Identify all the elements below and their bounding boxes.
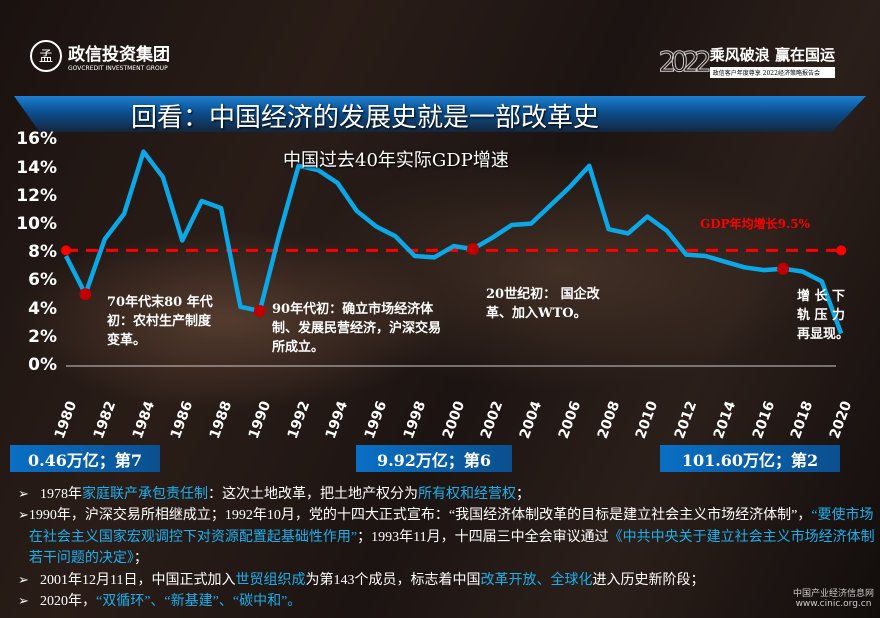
reference-end-marker bbox=[61, 245, 71, 256]
bullet-text: ； bbox=[133, 551, 148, 567]
bullet-text: 进入历史新阶段； bbox=[592, 572, 705, 588]
bullet-text: “要使市场在社会主义国家宏观调控下对资源配置起基础性作用” bbox=[28, 508, 874, 545]
highlight-marker-2001 bbox=[466, 242, 479, 255]
watermark-url: www.cinic.org.cn bbox=[795, 599, 872, 609]
bullet-item: ➢ 1978年家庭联产承包责任制：这次土地改革，把土地产权分为所有权和经营权； bbox=[18, 484, 880, 505]
y-tick-label: 16% bbox=[16, 129, 57, 150]
company-logo: 孟 政信投资集团 GOVCREDIT INVESTMENT GROUP bbox=[30, 40, 170, 72]
event-title: 乘风破浪 赢在国运 bbox=[709, 46, 835, 64]
y-tick-label: 10% bbox=[16, 214, 57, 234]
gdp-box-1980: 0.46万亿；第7 bbox=[10, 445, 160, 472]
reference-end-marker bbox=[836, 245, 847, 256]
annotation-2010s: 增 长 下轨 压 力再显现。 bbox=[797, 289, 850, 342]
bullet-text: “双循环”、“新基建”、“碳中和”。 bbox=[96, 594, 302, 610]
arrow-bullet-icon: ➢ bbox=[18, 572, 29, 588]
bullet-text: ：这次土地改革，把土地产权分为 bbox=[208, 487, 418, 502]
highlight-marker-1990 bbox=[253, 305, 266, 318]
bullet-text: 所有权和经营权 bbox=[418, 487, 516, 502]
bullet-text: 家庭联产承包责任制 bbox=[82, 487, 208, 502]
chart-title: 中国过去40年实际GDP增速 bbox=[283, 150, 509, 171]
watermark: 中国产业经济信息网 www.cinic.org.cn bbox=[793, 586, 874, 609]
event-subtitle: 政信客户年度尊享 2022经济策略报告会 bbox=[709, 67, 835, 78]
bullet-text: 1990年，沪深交易所相继成立；1992年10月，党的十四大正式宣布：“我国经济… bbox=[28, 508, 812, 524]
annotation-2000s: 20世纪初： 国企改革、加入WTO。 bbox=[486, 287, 600, 321]
bullet-item: ➢ 2020年，“双循环”、“新基建”、“碳中和”。 bbox=[18, 591, 880, 612]
event-logo: 2022 乘风破浪 赢在国运 政信客户年度尊享 2022经济策略报告会 bbox=[658, 44, 835, 78]
bullet-text: ；1993年11月，十四届三中全会审议通过 bbox=[357, 529, 609, 545]
page-title: 回看：中国经济的发展史就是一部改革史 bbox=[130, 103, 599, 133]
bullet-text: 改革开放、全球化 bbox=[480, 572, 593, 588]
y-tick-label: 14% bbox=[16, 157, 57, 178]
bullet-text: 2020年， bbox=[40, 594, 96, 610]
bullet-item: ➢ 2001年12月11日，中国正式加入世贸组织成为第143个成员，标志着中国改革… bbox=[18, 570, 880, 591]
bullet-text: 为第143个成员，标志着中国 bbox=[305, 572, 481, 588]
arrow-bullet-icon: ➢ bbox=[18, 594, 29, 610]
title-banner bbox=[14, 96, 866, 132]
bullet-text: 1978年 bbox=[40, 487, 82, 502]
y-tick-label: 8% bbox=[28, 242, 57, 263]
y-tick-label: 6% bbox=[28, 270, 57, 291]
annotation-1990s: 90年代初：确立市场经济体制、发展民营经济，沪深交易所成立。 bbox=[272, 302, 442, 355]
highlight-marker-1981 bbox=[79, 288, 92, 301]
bullet-list: ➢ 1978年家庭联产承包责任制：这次土地改革，把土地产权分为所有权和经营权； ➢ 1… bbox=[18, 484, 880, 612]
arrow-bullet-icon: ➢ bbox=[18, 508, 29, 524]
y-tick-label: 0% bbox=[28, 355, 57, 375]
annotation-1980s: 70年代末80 年代初：农村生产制度变革。 bbox=[107, 295, 213, 348]
arrow-bullet-icon: ➢ bbox=[18, 487, 29, 502]
highlight-marker-2017 bbox=[777, 262, 790, 275]
gdp-chart bbox=[61, 149, 847, 367]
y-tick-label: 12% bbox=[16, 185, 57, 206]
logo-mark-icon: 孟 bbox=[30, 40, 62, 72]
bullet-item: ➢ 1990年，沪深交易所相继成立；1992年10月，党的十四大正式宣布：“我国经… bbox=[18, 505, 880, 569]
bullet-text: ； bbox=[516, 487, 530, 502]
y-tick-label: 4% bbox=[28, 298, 57, 319]
bullet-text: 《中共中央关于建立社会主义市场经济体制若干问题的决定》 bbox=[28, 529, 875, 567]
gdp-box-2020: 101.60万亿；第2 bbox=[660, 445, 840, 472]
bullet-text: 2001年12月11日，中国正式加入 bbox=[40, 572, 236, 588]
y-tick-label: 2% bbox=[28, 326, 57, 347]
reference-line-label: GDP年均增长9.5% bbox=[700, 217, 810, 231]
logo-name: 政信投资集团 bbox=[68, 45, 170, 65]
watermark-name: 中国产业经济信息网 bbox=[792, 589, 874, 599]
logo-sub: GOVCREDIT INVESTMENT GROUP bbox=[68, 65, 168, 72]
gdp-box-2000: 9.92万亿；第6 bbox=[356, 445, 512, 472]
event-year: 2022 bbox=[658, 44, 712, 78]
bullet-text: 世贸组织成 bbox=[235, 572, 306, 588]
